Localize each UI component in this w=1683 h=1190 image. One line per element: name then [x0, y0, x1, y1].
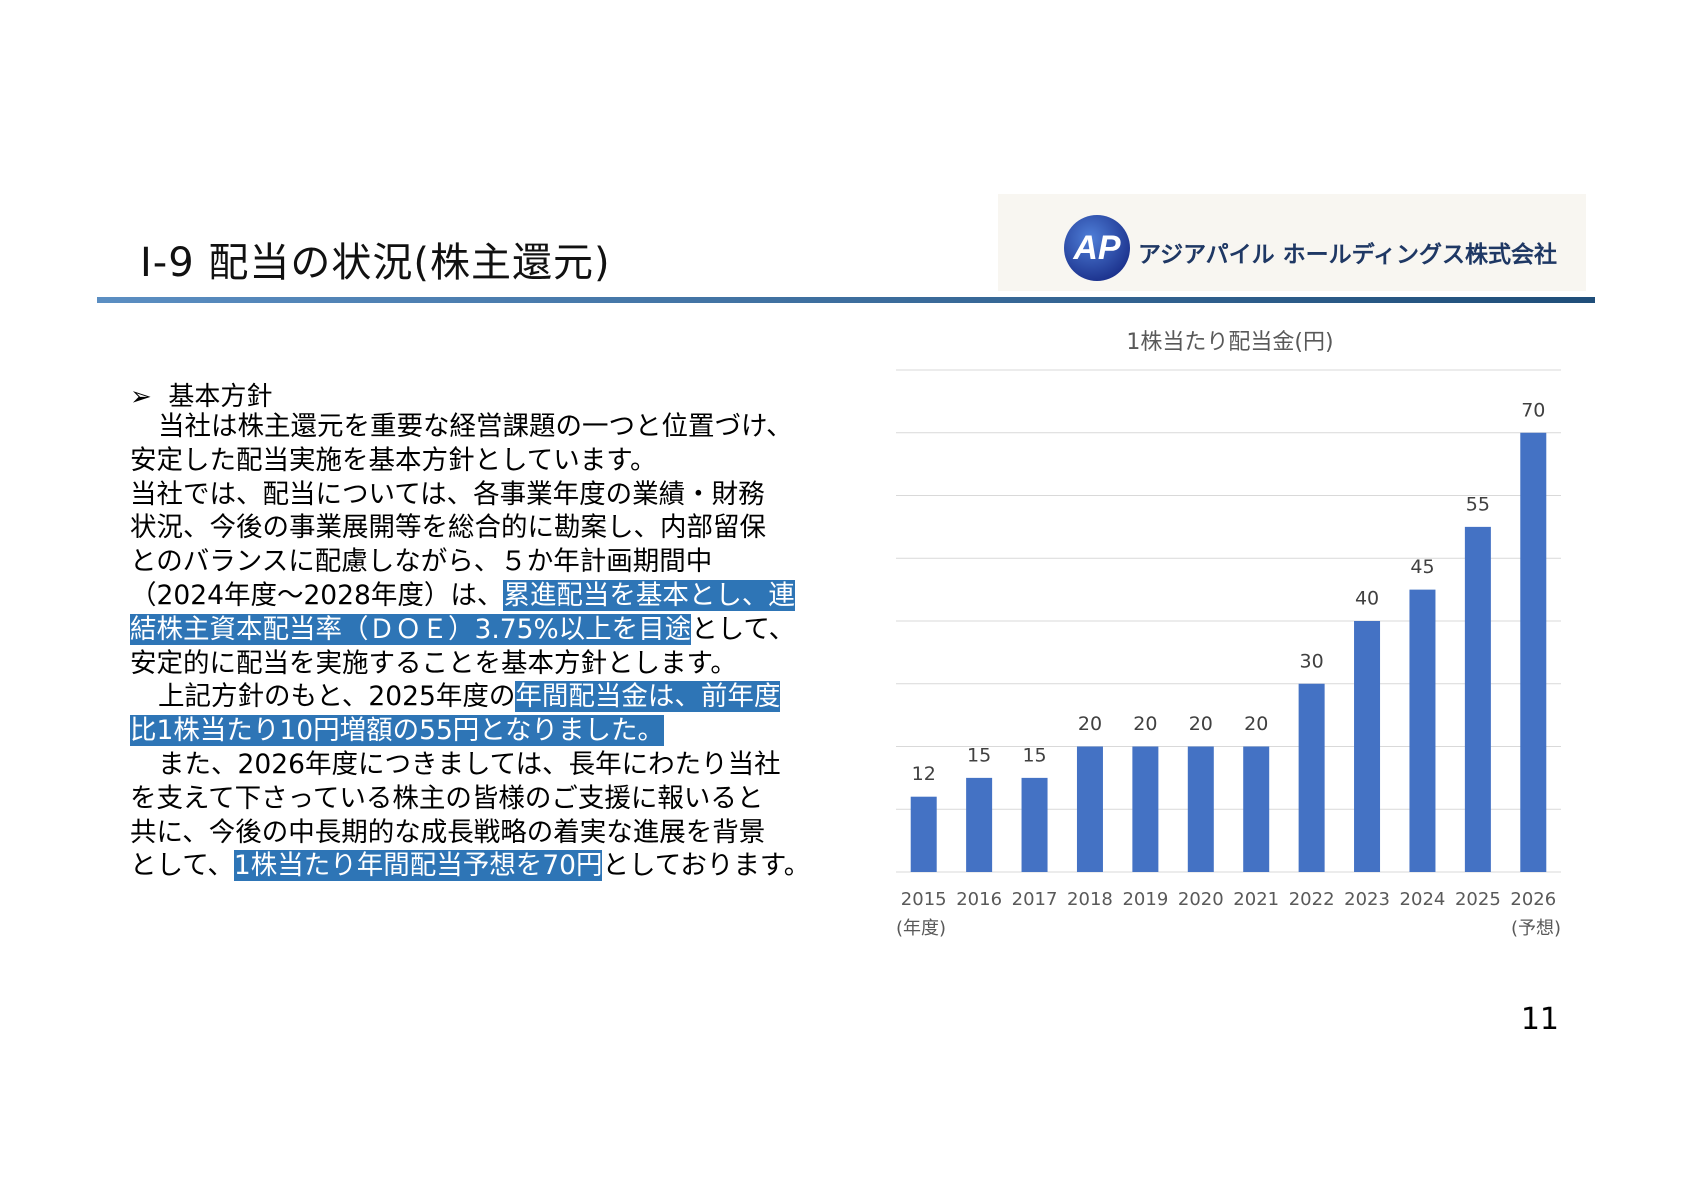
- text-line: 状況、今後の事業展開等を総合的に勘案し、内部留保: [130, 512, 766, 544]
- text-line: 当社では、配当については、各事業年度の業績・財務: [130, 479, 765, 511]
- logo-mark: AP: [1072, 229, 1121, 267]
- x-tick-label: 2015: [901, 889, 947, 910]
- data-label: 20: [1189, 713, 1213, 735]
- text-segment: とのバランスに配慮しながら、５か年計画期間中: [130, 546, 713, 578]
- bar: [1021, 777, 1048, 872]
- bar: [1298, 683, 1325, 872]
- chart: 2015122016152017152018202019202020202021…: [896, 369, 1561, 939]
- x-tick-label: 2026: [1510, 889, 1556, 910]
- text-segment: 安定的に配当を実施することを基本方針とします。: [130, 647, 737, 679]
- text-line: を支えて下さっている株主の皆様のご支援に報いると: [130, 783, 763, 815]
- data-label: 70: [1521, 399, 1545, 421]
- text-segment: を支えて下さっている株主の皆様のご支援に報いると: [130, 782, 764, 814]
- chart-title: 1株当たり配当金(円): [1126, 330, 1333, 355]
- company-name: アジアパイル ホールディングス株式会社: [1138, 242, 1558, 268]
- highlighted-text: 累進配当を基本とし、連: [503, 580, 795, 611]
- bar: [910, 796, 937, 872]
- text-line: 安定的に配当を実施することを基本方針とします。: [130, 648, 737, 680]
- header-rule: [97, 297, 1595, 303]
- page-number: 11: [1520, 1002, 1559, 1037]
- section-heading: ➢ 基本方針: [130, 376, 272, 413]
- bar: [1187, 746, 1214, 872]
- text-line: （2024年度～2028年度）は、累進配当を基本とし、連: [130, 580, 795, 612]
- highlighted-text: 年間配当金は、前年度: [515, 681, 781, 713]
- slide-title: Ⅰ-9 配当の状況(株主還元): [140, 240, 611, 286]
- x-tick-label: 2019: [1122, 889, 1168, 910]
- highlighted-text: 結株主資本配当率（ＤＯＥ）3.75%以上を目途: [130, 613, 692, 645]
- x-tick-label: 2024: [1400, 889, 1446, 910]
- data-label: 55: [1466, 493, 1490, 515]
- text-segment: 安定した配当実施を基本方針としています。: [130, 444, 657, 476]
- data-label: 12: [912, 763, 936, 785]
- text-segment: （2024年度～2028年度）は、: [130, 580, 504, 611]
- data-label: 20: [1133, 713, 1157, 735]
- text-line: 結株主資本配当率（ＤＯＥ）3.75%以上を目途として、: [130, 613, 796, 646]
- text-line: 安定した配当実施を基本方針としています。: [130, 445, 657, 477]
- text-line: 上記方針のもと、2025年度の年間配当金は、前年度: [130, 681, 781, 713]
- data-label: 20: [1244, 713, 1268, 735]
- bar: [1354, 621, 1381, 872]
- text-segment: としております。: [602, 850, 811, 882]
- text-line: として、1株当たり年間配当予想を70円としております。: [130, 850, 810, 882]
- text-segment: 当社では、配当については、各事業年度の業績・財務: [130, 478, 765, 510]
- x-tick-label: 2021: [1233, 889, 1279, 910]
- bar: [1243, 746, 1270, 872]
- text-segment: また、2026年度につきましては、長年にわたり当社: [158, 749, 781, 780]
- text-line: また、2026年度につきましては、長年にわたり当社: [130, 749, 781, 781]
- data-label: 15: [967, 744, 991, 766]
- text-segment: 共に、今後の中長期的な成長戦略の着実な進展を背景: [130, 816, 766, 848]
- text-line: 比1株当たり10円増額の55円となりました。: [130, 715, 665, 747]
- x-tick-label: 2022: [1289, 889, 1335, 910]
- x-tick-label: 2020: [1178, 889, 1224, 910]
- text-segment: として、: [130, 850, 234, 882]
- data-label: 30: [1300, 650, 1324, 672]
- logo-circle: [1064, 215, 1130, 281]
- bar: [1076, 746, 1103, 872]
- highlighted-text: 比1株当たり10円増額の55円となりました。: [130, 715, 665, 747]
- x-tick-label: 2023: [1344, 889, 1390, 910]
- data-label: 45: [1410, 556, 1434, 578]
- heading-text: 基本方針: [168, 382, 273, 412]
- x-axis-note: (年度): [896, 918, 946, 939]
- data-label: 20: [1078, 713, 1102, 735]
- highlighted-text: 1株当たり年間配当予想を70円: [233, 850, 603, 882]
- x-tick-label: 2025: [1455, 889, 1501, 910]
- bar: [1409, 589, 1436, 872]
- x-tick-label: 2017: [1012, 889, 1058, 910]
- bar: [1520, 432, 1547, 872]
- x-tick-label: 2016: [956, 889, 1002, 910]
- text-line: 共に、今後の中長期的な成長戦略の着実な進展を背景: [130, 817, 765, 849]
- bar: [1132, 746, 1159, 872]
- text-line: とのバランスに配慮しながら、５か年計画期間中: [130, 546, 712, 578]
- data-label: 15: [1022, 744, 1046, 766]
- text-segment: として、: [691, 613, 796, 645]
- text-segment: 当社は株主還元を重要な経営課題の一つと位置づけ、: [158, 411, 793, 442]
- x-axis-note: (予想): [1511, 918, 1561, 939]
- bar: [1464, 526, 1491, 872]
- text-segment: 状況、今後の事業展開等を総合的に勘案し、内部留保: [130, 512, 766, 544]
- text-line: 当社は株主還元を重要な経営課題の一つと位置づけ、: [130, 411, 793, 443]
- bar: [966, 777, 993, 872]
- x-tick-label: 2018: [1067, 889, 1113, 910]
- bullet: ➢: [130, 382, 169, 412]
- text-segment: 上記方針のもと、2025年度の: [158, 681, 516, 713]
- data-label: 40: [1355, 588, 1379, 610]
